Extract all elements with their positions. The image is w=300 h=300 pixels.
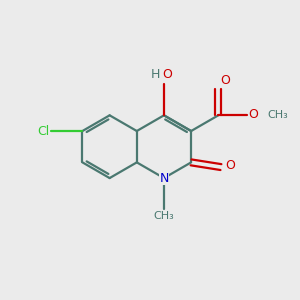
Text: Cl: Cl xyxy=(37,124,50,137)
Text: O: O xyxy=(225,159,235,172)
Text: O: O xyxy=(248,108,258,121)
Text: CH₃: CH₃ xyxy=(154,211,174,221)
Text: O: O xyxy=(220,74,230,87)
Text: N: N xyxy=(159,172,169,184)
Text: CH₃: CH₃ xyxy=(267,110,288,120)
Text: O: O xyxy=(162,68,172,81)
Text: H: H xyxy=(150,68,160,81)
